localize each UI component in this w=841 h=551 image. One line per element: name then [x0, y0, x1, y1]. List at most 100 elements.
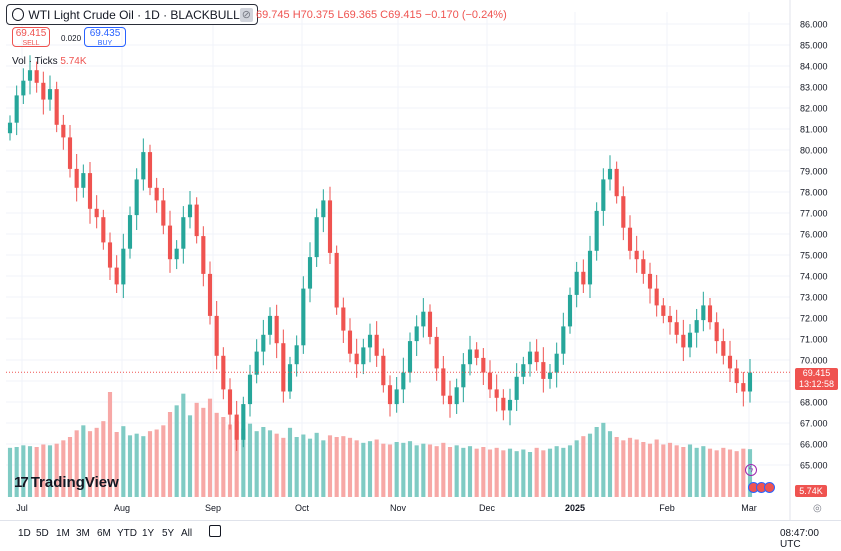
range-1m[interactable]: 1M	[56, 528, 70, 539]
volume-bar	[634, 439, 639, 497]
candle-body	[121, 248, 126, 285]
candle-body	[294, 345, 299, 365]
x-tick-label: Feb	[659, 503, 675, 513]
volume-bar	[374, 439, 379, 497]
candle-body	[654, 288, 659, 306]
candle-body	[501, 397, 506, 411]
volume-bar	[141, 436, 146, 497]
candle-body	[621, 196, 626, 228]
volume-bar	[367, 441, 373, 497]
last-price-value: 69.415	[802, 368, 831, 378]
range-1d[interactable]: 1D	[18, 528, 31, 539]
range-all[interactable]: All	[181, 528, 193, 539]
candle-body	[574, 271, 579, 295]
candle-body	[481, 357, 486, 373]
candle-body	[334, 252, 339, 308]
candle-body	[134, 179, 139, 216]
volume-bar	[407, 441, 413, 497]
ohlc-readout: 69.745 H70.375 L69.365 C69.415 −0.170 (−…	[256, 9, 507, 21]
candle-body	[547, 372, 553, 379]
candle-body	[727, 355, 733, 369]
x-tick-label: Oct	[295, 503, 310, 513]
volume-bar	[401, 442, 406, 497]
utc-clock[interactable]: 08:47:00 UTC	[780, 528, 819, 550]
candle-body	[227, 389, 233, 415]
y-tick-label: 72.000	[800, 314, 828, 324]
candle-body	[101, 217, 106, 243]
range-ytd[interactable]: YTD	[117, 528, 137, 539]
tradingview-logo-text: TradingView	[30, 474, 119, 491]
volume-bar	[267, 430, 273, 497]
range-5y[interactable]: 5Y	[162, 528, 175, 539]
candle-body	[701, 305, 706, 321]
candle-body	[81, 173, 86, 188]
settings-gear-icon[interactable]: ◎	[813, 503, 822, 514]
volume-label: Vol · Ticks	[12, 56, 58, 67]
candle-body	[741, 383, 746, 392]
candle-body	[454, 387, 459, 405]
candle-body	[721, 341, 726, 356]
y-tick-label: 80.000	[800, 146, 828, 156]
x-tick-label: Jul	[16, 503, 28, 513]
volume-bar	[641, 442, 646, 497]
volume-bar	[314, 432, 319, 497]
event-flag-icon[interactable]	[764, 482, 775, 493]
volume-bar	[21, 445, 26, 497]
sell-button[interactable]: 69.415 SELL	[12, 27, 50, 47]
volume-bar	[601, 422, 606, 497]
collapse-icon[interactable]: ⊘	[239, 7, 253, 22]
candle-body	[507, 399, 513, 411]
candle-body	[261, 334, 266, 352]
candle-body	[54, 89, 59, 125]
candle-body	[254, 351, 259, 375]
candle-body	[601, 179, 606, 211]
sell-label: SELL	[22, 40, 40, 47]
volume-bar	[41, 444, 46, 497]
volume-bar	[34, 447, 39, 497]
volume-bar	[321, 440, 326, 497]
volume-price-tag: 5.74K	[795, 485, 827, 497]
volume-bar	[381, 443, 386, 497]
volume-bar	[434, 446, 439, 497]
volume-bar	[387, 444, 393, 497]
candle-body	[387, 385, 393, 405]
calendar-icon[interactable]	[209, 525, 221, 537]
range-6m[interactable]: 6M	[97, 528, 111, 539]
candle-body	[207, 273, 213, 316]
candle-body	[47, 89, 53, 100]
candle-body	[427, 311, 433, 337]
volume-bar	[121, 426, 126, 497]
volume-bar	[734, 451, 739, 497]
y-tick-label: 76.000	[800, 230, 828, 240]
volume-bar	[674, 445, 679, 497]
candle-body	[661, 305, 666, 316]
volume-bar	[181, 393, 186, 497]
candle-body	[274, 315, 279, 344]
lightning-icon[interactable]: ϟ	[745, 464, 757, 476]
volume-value: 5.74K	[60, 56, 87, 67]
volume-bar	[187, 415, 193, 497]
range-1y[interactable]: 1Y	[142, 528, 155, 539]
volume-bar	[661, 444, 666, 497]
volume-bar	[221, 417, 226, 497]
range-3m[interactable]: 3M	[76, 528, 90, 539]
volume-bar	[347, 437, 353, 497]
symbol-selector[interactable]: WTI Light Crude Oil · 1D · BLACKBULL ⊘	[6, 4, 258, 25]
candle-body	[561, 326, 566, 354]
candle-body	[87, 173, 93, 209]
candle-body	[127, 215, 133, 249]
buy-button[interactable]: 69.435 BUY	[84, 27, 126, 47]
volume-bar	[501, 450, 506, 497]
tradingview-logo-icon: 17	[14, 474, 29, 491]
x-tick-label: Aug	[114, 503, 130, 513]
volume-bar	[227, 424, 233, 497]
volume-bar	[27, 446, 33, 497]
volume-bar	[47, 445, 53, 497]
x-tick-label: 2025	[565, 503, 585, 513]
volume-bar	[361, 442, 366, 497]
candle-body	[141, 152, 146, 180]
volume-bar	[621, 440, 626, 497]
range-5d[interactable]: 5D	[36, 528, 49, 539]
y-tick-label: 65.000	[800, 461, 828, 471]
